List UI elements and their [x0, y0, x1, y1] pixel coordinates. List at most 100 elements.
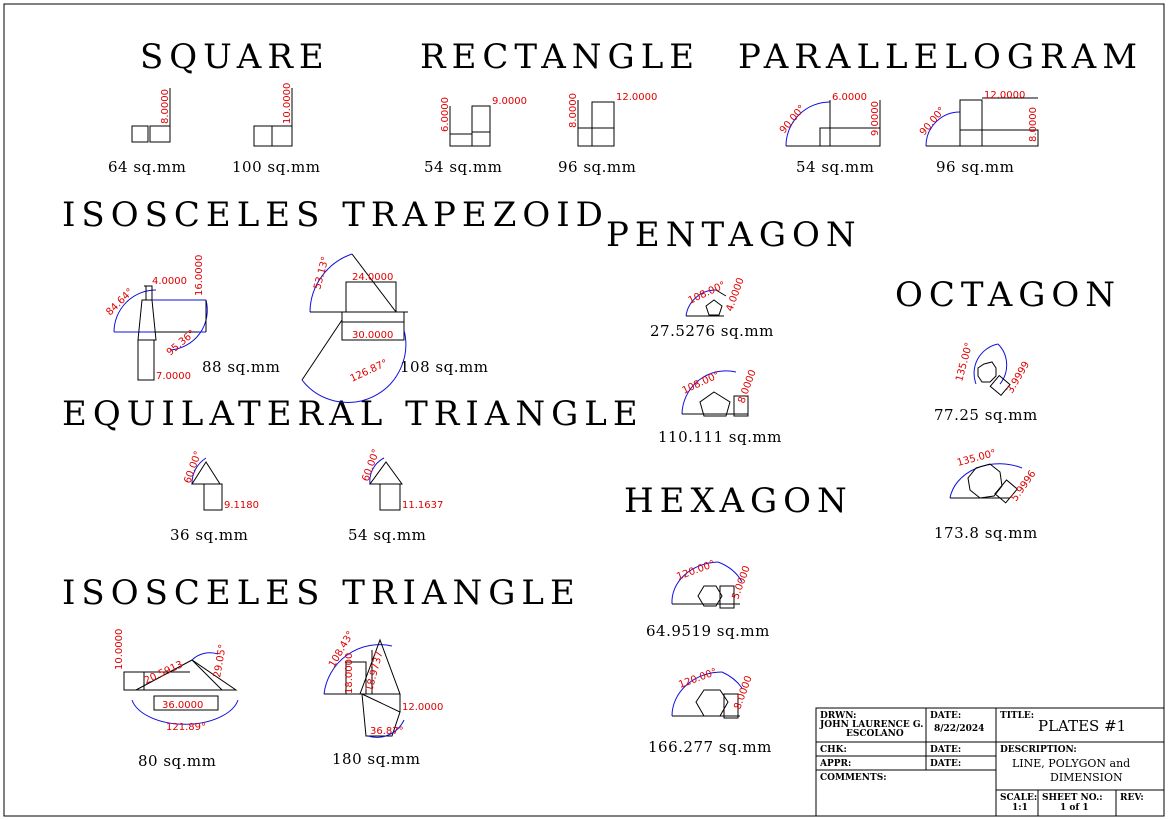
parallelogram-area-2: 96 sq.mm: [936, 158, 1014, 176]
hexagon-area-2: 166.277 sq.mm: [648, 738, 772, 756]
drwn-name-1: JOHN LAURENCE G.: [819, 720, 923, 730]
pentagon-figure-1: 108.00° 4.0000: [685, 276, 747, 317]
title-value: PLATES #1: [1038, 717, 1126, 735]
svg-text:9.0000: 9.0000: [492, 96, 527, 107]
svg-text:10.0000: 10.0000: [282, 83, 293, 124]
description-label: DESCRIPTION:: [1000, 745, 1077, 755]
square-area-1: 64 sq.mm: [108, 158, 186, 176]
svg-text:53.13°: 53.13°: [312, 255, 331, 290]
svg-text:90.00°: 90.00°: [778, 103, 808, 136]
svg-text:3.9999: 3.9999: [1005, 360, 1032, 396]
svg-text:9.1180: 9.1180: [224, 500, 259, 511]
svg-text:30.0000: 30.0000: [352, 330, 393, 341]
svg-text:8.0000: 8.0000: [568, 93, 579, 128]
iso-triangle-figure-2: 108.43° 18.0000 18.9737 12.0000 36.87°: [323, 629, 443, 738]
svg-text:8.0000: 8.0000: [732, 674, 754, 711]
eq-triangle-area-1: 36 sq.mm: [170, 526, 248, 544]
parallelogram-figure-2: 90.00° 12.0000 8.0000: [918, 90, 1039, 147]
trapezoid-figure-2: 53.13° 24.0000 30.0000 126.87°: [301, 253, 408, 403]
svg-text:18.9737: 18.9737: [364, 650, 385, 693]
heading-isosceles-triangle: ISOSCELES TRIANGLE: [62, 573, 581, 613]
chk-label: CHK:: [820, 745, 847, 755]
rectangle-figure-2: 8.0000 12.0000: [568, 92, 657, 147]
octagon-area-2: 173.8 sq.mm: [934, 524, 1038, 542]
hexagon-figure-1: 120.00° 5.0000: [671, 559, 753, 609]
svg-text:60.00°: 60.00°: [182, 450, 204, 485]
svg-text:95.36°: 95.36°: [165, 328, 198, 358]
svg-text:8.0000: 8.0000: [1028, 107, 1039, 142]
heading-equilateral-triangle: EQUILATERAL TRIANGLE: [62, 394, 644, 434]
chk-date-label: DATE:: [930, 745, 961, 755]
square-figure-1: 8.0000: [131, 88, 171, 143]
svg-text:8.0000: 8.0000: [736, 368, 758, 405]
drwn-name-2: ESCOLANO: [846, 729, 904, 739]
svg-text:24.0000: 24.0000: [352, 272, 393, 283]
svg-text:6.0000: 6.0000: [832, 92, 867, 103]
parallelogram-figure-1: 90.00° 6.0000 9.0000: [778, 92, 881, 147]
heading-rectangle: RECTANGLE: [420, 37, 700, 77]
svg-text:135.00°: 135.00°: [956, 448, 997, 469]
svg-text:120.00°: 120.00°: [677, 667, 718, 691]
octagon-area-1: 77.25 sq.mm: [934, 406, 1038, 424]
svg-text:11.1637: 11.1637: [402, 500, 443, 511]
svg-text:20.5913: 20.5913: [143, 659, 185, 686]
rectangle-area-1: 54 sq.mm: [424, 158, 502, 176]
sheet-value: 1 of 1: [1060, 803, 1089, 813]
eq-triangle-figure-1: 60.00° 9.1180: [182, 450, 259, 511]
octagon-figure-2: 135.00° 5.9996: [949, 448, 1039, 504]
svg-text:5.0000: 5.0000: [730, 564, 752, 601]
parallelogram-area-1: 54 sq.mm: [796, 158, 874, 176]
square-area-2: 100 sq.mm: [232, 158, 320, 176]
svg-text:18.0000: 18.0000: [344, 653, 355, 694]
appr-date-label: DATE:: [930, 759, 961, 769]
rectangle-area-2: 96 sq.mm: [558, 158, 636, 176]
svg-text:16.0000: 16.0000: [194, 255, 205, 296]
pentagon-figure-2: 108.00° 8.0000: [681, 368, 759, 417]
trapezoid-area-1: 88 sq.mm: [202, 358, 280, 376]
heading-hexagon: HEXAGON: [624, 481, 853, 521]
svg-text:7.0000: 7.0000: [156, 371, 191, 382]
svg-text:84.64°: 84.64°: [104, 287, 136, 319]
trapezoid-figure-1: 4.0000 84.64° 16.0000 95.36° 7.0000: [104, 255, 208, 382]
svg-text:121.89°: 121.89°: [166, 722, 206, 733]
svg-text:9.0000: 9.0000: [870, 101, 881, 136]
hexagon-figure-2: 120.00° 8.0000: [671, 667, 755, 719]
heading-parallelogram: PARALLELOGRAM: [738, 37, 1143, 77]
svg-text:4.0000: 4.0000: [724, 276, 746, 313]
heading-isosceles-trapezoid: ISOSCELES TRAPEZOID: [62, 195, 609, 235]
heading-pentagon: PENTAGON: [606, 215, 862, 255]
sheet-label: SHEET NO.:: [1042, 793, 1103, 803]
description-line-1: LINE, POLYGON and: [1012, 757, 1130, 770]
comments-label: COMMENTS:: [820, 773, 887, 783]
heading-square: SQUARE: [140, 37, 330, 77]
svg-text:60.00°: 60.00°: [360, 448, 382, 483]
rev-label: REV:: [1120, 793, 1144, 803]
date-label: DATE:: [930, 711, 961, 721]
pentagon-area-1: 27.5276 sq.mm: [650, 322, 774, 340]
svg-text:90.00°: 90.00°: [918, 105, 948, 138]
pentagon-area-2: 110.111 sq.mm: [658, 428, 782, 446]
svg-text:135.00°: 135.00°: [954, 341, 975, 382]
drwn-label: DRWN:: [820, 711, 856, 721]
rectangle-figure-1: 6.0000 9.0000: [440, 96, 527, 147]
svg-text:120.00°: 120.00°: [675, 559, 716, 583]
appr-label: APPR:: [819, 759, 851, 769]
iso-triangle-area-2: 180 sq.mm: [332, 750, 420, 768]
svg-text:8.0000: 8.0000: [160, 89, 171, 124]
title-label: TITLE:: [1000, 711, 1034, 721]
octagon-figure-1: 135.00° 3.9999: [954, 341, 1032, 396]
svg-text:12.0000: 12.0000: [616, 92, 657, 103]
date-value: 8/22/2024: [934, 724, 984, 734]
description-line-2: DIMENSION: [1050, 771, 1123, 784]
sheet-border: [3, 3, 1165, 817]
svg-text:29.05°: 29.05°: [212, 643, 229, 678]
svg-text:12.0000: 12.0000: [984, 90, 1025, 101]
eq-triangle-area-2: 54 sq.mm: [348, 526, 426, 544]
svg-text:10.0000: 10.0000: [114, 629, 125, 670]
iso-triangle-area-1: 80 sq.mm: [138, 752, 216, 770]
svg-text:126.87°: 126.87°: [349, 358, 390, 385]
heading-octagon: OCTAGON: [895, 275, 1121, 315]
svg-text:12.0000: 12.0000: [402, 702, 443, 713]
scale-value: 1:1: [1012, 803, 1028, 813]
